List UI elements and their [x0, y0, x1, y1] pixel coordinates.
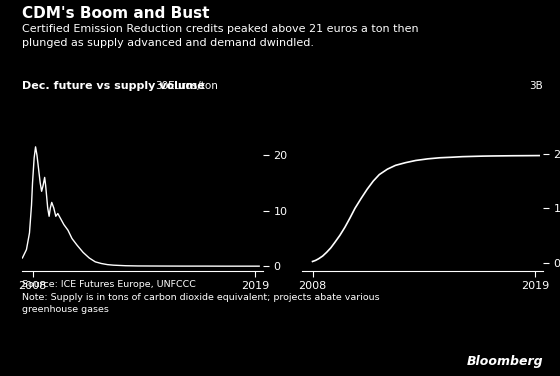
Text: 30Euros/ton: 30Euros/ton [155, 81, 218, 91]
Text: CDM's Boom and Bust: CDM's Boom and Bust [22, 6, 210, 21]
Text: Bloomberg: Bloomberg [466, 355, 543, 368]
Text: Source: ICE Futures Europe, UNFCCC
Note: Supply is in tons of carbon dioxide equ: Source: ICE Futures Europe, UNFCCC Note:… [22, 280, 380, 314]
Text: Dec. future vs supply volume: Dec. future vs supply volume [22, 81, 205, 91]
Text: 3B: 3B [529, 81, 543, 91]
Text: Certified Emission Reduction credits peaked above 21 euros a ton then
plunged as: Certified Emission Reduction credits pea… [22, 24, 419, 49]
